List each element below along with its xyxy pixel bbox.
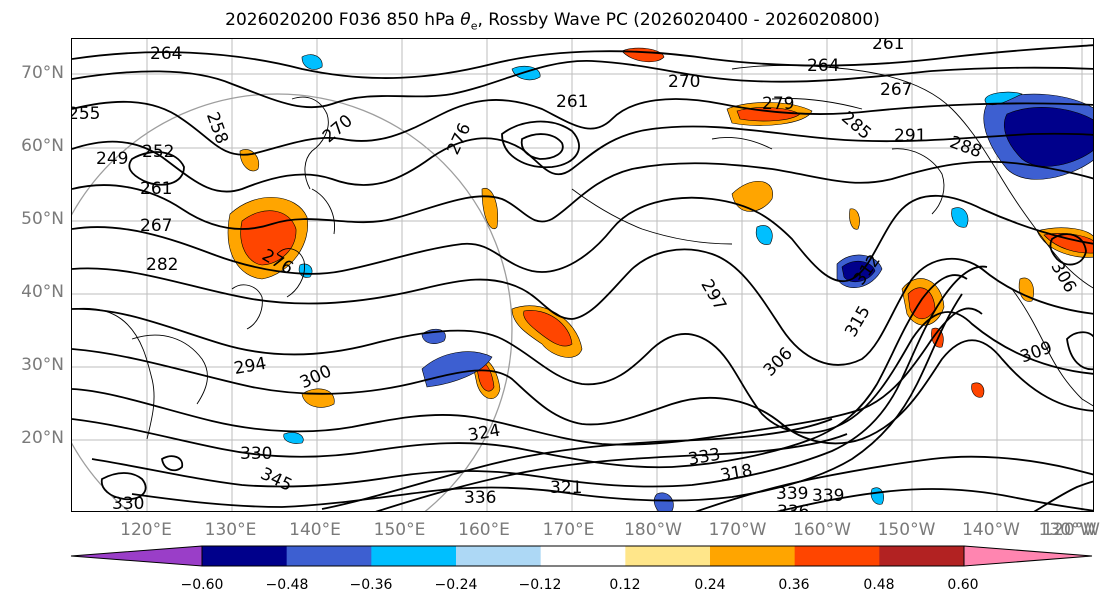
title-variable: θ: [460, 10, 471, 30]
colorbar-tick-label: 0.48: [863, 577, 895, 593]
colorbar-segments: [70, 545, 1093, 567]
contour-label: 330: [240, 444, 272, 464]
contour-label: 300: [297, 361, 335, 393]
contour-label: 315: [841, 303, 875, 341]
colorbar-segment: [371, 546, 457, 566]
anomaly-shading: [227, 47, 1093, 511]
contour-label: 270: [319, 111, 357, 147]
title-variable-subscript: e: [470, 19, 478, 33]
contour-label: 306: [760, 344, 797, 381]
contour-label: 279: [762, 94, 794, 114]
colorbar-segment: [286, 546, 372, 566]
contour-label: 321: [550, 478, 582, 498]
contour-label: 249: [96, 149, 128, 169]
contour-label: 267: [880, 80, 912, 100]
lon-label-150w: 150°W: [877, 520, 936, 540]
contour-label: 264: [150, 44, 182, 64]
theta-e-contours: [72, 44, 1093, 511]
colorbar-segment: [540, 546, 626, 566]
lat-label-70n: 70°N: [21, 63, 64, 83]
range-circle: [72, 93, 513, 511]
lat-label-30n: 30°N: [21, 355, 64, 375]
colorbar-segment: [202, 546, 288, 566]
contour-label: 261: [140, 179, 172, 199]
colorbar-segment: [625, 546, 711, 566]
colorbar-segment: [794, 546, 880, 566]
colorbar: [70, 545, 1093, 567]
lon-label-120w: 120°W: [1042, 520, 1100, 540]
colorbar-tick-label: −0.60: [180, 577, 224, 593]
contour-label: 318: [719, 461, 754, 486]
lat-label-40n: 40°N: [21, 282, 64, 302]
contour-label: 252: [142, 142, 174, 162]
contour-label: 255: [72, 104, 100, 124]
contour-label: 264: [807, 56, 839, 76]
contour-label: 336: [464, 488, 496, 508]
contour-label: 291: [894, 126, 926, 146]
colorbar-tick-label: −0.24: [434, 577, 478, 593]
lon-label-170w: 170°W: [708, 520, 767, 540]
colorbar-tick-label: −0.36: [349, 577, 393, 593]
contour-label: 345: [257, 464, 295, 496]
contour-label: 330: [112, 494, 144, 512]
figure-title: 2026020200 F036 850 hPa θe, Rossby Wave …: [0, 10, 1105, 32]
colorbar-extend-high: [963, 545, 1093, 567]
contour-label: 336: [777, 502, 809, 512]
contour-label: 294: [232, 354, 267, 379]
lat-label-20n: 20°N: [21, 428, 64, 448]
contour-label: 270: [668, 72, 700, 92]
lon-label-140e: 140°E: [289, 520, 341, 540]
contour-label: 333: [687, 445, 722, 470]
lon-label-160e: 160°E: [458, 520, 510, 540]
lon-label-150e: 150°E: [373, 520, 426, 540]
lon-label-170e: 170°E: [542, 520, 595, 540]
colorbar-segment: [710, 546, 796, 566]
colorbar-tick-label: −0.12: [518, 577, 562, 593]
colorbar-tick-label: 0.24: [694, 577, 726, 593]
lon-label-180w: 180°W: [624, 520, 682, 540]
colorbar-tick-label: −0.48: [265, 577, 309, 593]
lon-label-120e: 120°E: [120, 520, 172, 540]
contour-label: 339: [776, 484, 808, 504]
colorbar-segment: [879, 546, 965, 566]
lon-label-130w: 130°W: [1038, 520, 1097, 540]
contour-label: 297: [696, 276, 730, 314]
colorbar-segment: [456, 546, 542, 566]
colorbar-tick-label: 0.36: [778, 577, 810, 593]
contour-label: 261: [556, 92, 588, 112]
contour-label: 339: [812, 486, 844, 506]
contour-label: 324: [466, 421, 501, 446]
colorbar-tick-label: 0.60: [947, 577, 979, 593]
contour-label: 282: [146, 255, 178, 275]
coastlines: [72, 64, 1093, 440]
contour-label: 309: [1018, 338, 1055, 368]
lon-label-130e: 130°E: [204, 520, 257, 540]
map-panel: 264 261 255 258 249 252 261 267 270 276 …: [71, 38, 1094, 512]
contour-label: 258: [202, 109, 232, 146]
lat-label-60n: 60°N: [21, 136, 64, 156]
colorbar-extend-low: [70, 545, 203, 567]
colorbar-tick-label: 0.12: [609, 577, 641, 593]
lat-label-50n: 50°N: [21, 209, 64, 229]
title-suffix: , Rossby Wave PC (2026020400 - 202602080…: [477, 10, 880, 30]
contour-label: 261: [872, 39, 904, 54]
map-canvas: 264 261 255 258 249 252 261 267 270 276 …: [72, 39, 1093, 512]
lon-label-160w: 160°W: [793, 520, 851, 540]
title-prefix: 2026020200 F036 850 hPa: [225, 10, 461, 30]
lon-label-140w: 140°W: [962, 520, 1020, 540]
contour-label: 267: [140, 216, 172, 236]
